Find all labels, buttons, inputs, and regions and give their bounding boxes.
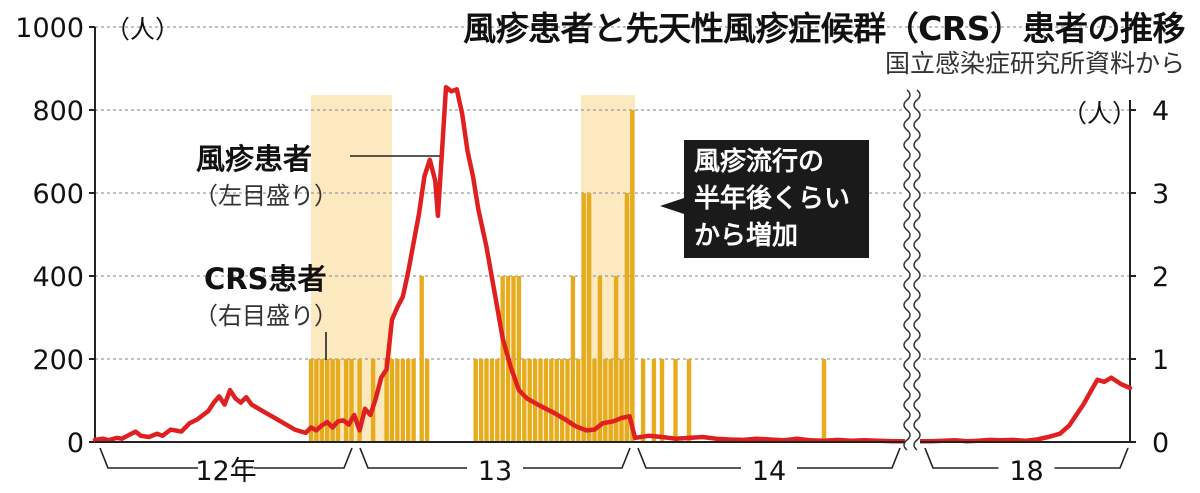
left-tick-label: 600 bbox=[32, 179, 84, 210]
x-tick-label: 12年 bbox=[195, 456, 256, 487]
source-note: 国立感染症研究所資料から bbox=[884, 49, 1185, 78]
left-tick-label: 800 bbox=[32, 96, 84, 127]
callout-line: 風疹流行の bbox=[694, 147, 825, 177]
crs-bar bbox=[586, 193, 592, 442]
crs-bar bbox=[308, 359, 314, 442]
crs-bar bbox=[419, 276, 424, 442]
crs-bar bbox=[581, 193, 586, 442]
axis-break-mark bbox=[913, 89, 921, 451]
left-axis-unit: （人） bbox=[105, 15, 180, 44]
right-tick-label: 4 bbox=[1152, 96, 1169, 127]
crs-bar bbox=[673, 359, 678, 442]
x-tick-label: 13 bbox=[478, 456, 512, 487]
crs-bar bbox=[400, 359, 405, 442]
crs-bar bbox=[495, 359, 500, 442]
crs-axis-note: （右目盛り） bbox=[194, 302, 338, 330]
crs-bar bbox=[389, 359, 395, 442]
crs-bar bbox=[516, 276, 522, 442]
crs-bar bbox=[597, 276, 603, 442]
crs-bar bbox=[659, 359, 665, 442]
x-tick-label: 18 bbox=[1009, 456, 1043, 487]
rubella-axis-note: （左目盛り） bbox=[194, 182, 338, 210]
chart-title: 風疹患者と先天性風疹症候群（CRS）患者の推移 bbox=[463, 9, 1185, 48]
crs-bar bbox=[608, 359, 613, 442]
crs-bar bbox=[603, 359, 608, 442]
year-bracket bbox=[359, 447, 631, 469]
crs-bar bbox=[406, 359, 411, 442]
x-tick-label: 14 bbox=[752, 456, 786, 487]
crs-bar bbox=[651, 359, 657, 442]
callout-line: 半年後くらい bbox=[694, 184, 851, 214]
rubella-series-label: 風疹患者 bbox=[196, 142, 313, 176]
crs-bar bbox=[570, 276, 576, 442]
crs-bar bbox=[411, 359, 416, 442]
crs-bar bbox=[424, 359, 430, 442]
crs-bar bbox=[686, 359, 692, 442]
crs-bar bbox=[624, 193, 630, 442]
crs-bar bbox=[325, 359, 330, 442]
crs-bar bbox=[821, 359, 827, 442]
left-tick-label: 0 bbox=[67, 428, 84, 459]
crs-bar bbox=[473, 359, 478, 442]
crs-bar bbox=[489, 359, 495, 442]
crs-bar bbox=[500, 276, 505, 442]
crs-bar bbox=[330, 359, 335, 442]
callout-pointer bbox=[660, 198, 684, 214]
left-tick-label: 200 bbox=[32, 345, 84, 376]
year-bracket bbox=[924, 447, 1129, 469]
crs-bar bbox=[349, 359, 354, 442]
crs-bar bbox=[314, 359, 319, 442]
crs-bar bbox=[640, 359, 646, 442]
right-axis-unit: （人） bbox=[1062, 99, 1137, 128]
rubella-line-segment bbox=[917, 375, 1133, 444]
crs-bar bbox=[565, 359, 570, 442]
axes: 0 200 400 600 800 1000 （人） 0 1 2 3 4 （人） bbox=[15, 13, 1169, 459]
rubella-line bbox=[92, 84, 1133, 444]
crs-bar bbox=[554, 359, 559, 442]
crs-bar bbox=[559, 359, 565, 442]
right-tick-label: 2 bbox=[1152, 262, 1169, 293]
axis-break-mark bbox=[903, 89, 911, 451]
crs-bar bbox=[357, 359, 362, 442]
crs-bar bbox=[543, 359, 549, 442]
crs-bar bbox=[592, 359, 597, 442]
crs-bar bbox=[343, 359, 349, 442]
crs-bar bbox=[511, 276, 516, 442]
year-bracket bbox=[99, 447, 353, 469]
crs-bar bbox=[538, 359, 543, 442]
left-tick-label: 400 bbox=[32, 262, 84, 293]
crs-bar bbox=[319, 359, 324, 442]
year-bracket bbox=[637, 447, 901, 469]
crs-bar bbox=[395, 359, 400, 442]
rubella-line-segment bbox=[92, 84, 908, 444]
callout-box: 風疹流行の 半年後くらい から増加 bbox=[684, 140, 869, 258]
crs-bar bbox=[522, 359, 527, 442]
x-axis: 12年 13 14 18 bbox=[95, 88, 1130, 487]
crs-series-label: CRS患者 bbox=[204, 262, 327, 296]
left-tick-label: 1000 bbox=[15, 13, 84, 44]
crs-bar bbox=[478, 359, 484, 442]
crs-bar bbox=[335, 359, 341, 442]
crs-bar bbox=[484, 359, 489, 442]
right-tick-label: 3 bbox=[1152, 179, 1169, 210]
crs-bar bbox=[630, 110, 635, 442]
crs-bar bbox=[549, 359, 554, 442]
right-tick-label: 1 bbox=[1152, 345, 1169, 376]
crs-bar bbox=[619, 359, 624, 442]
right-tick-label: 0 bbox=[1152, 428, 1169, 459]
crs-bar bbox=[576, 359, 581, 442]
label-leaders bbox=[325, 155, 684, 360]
crs-bar bbox=[613, 276, 619, 442]
crs-bar bbox=[384, 359, 389, 442]
callout-line: から増加 bbox=[694, 221, 799, 251]
